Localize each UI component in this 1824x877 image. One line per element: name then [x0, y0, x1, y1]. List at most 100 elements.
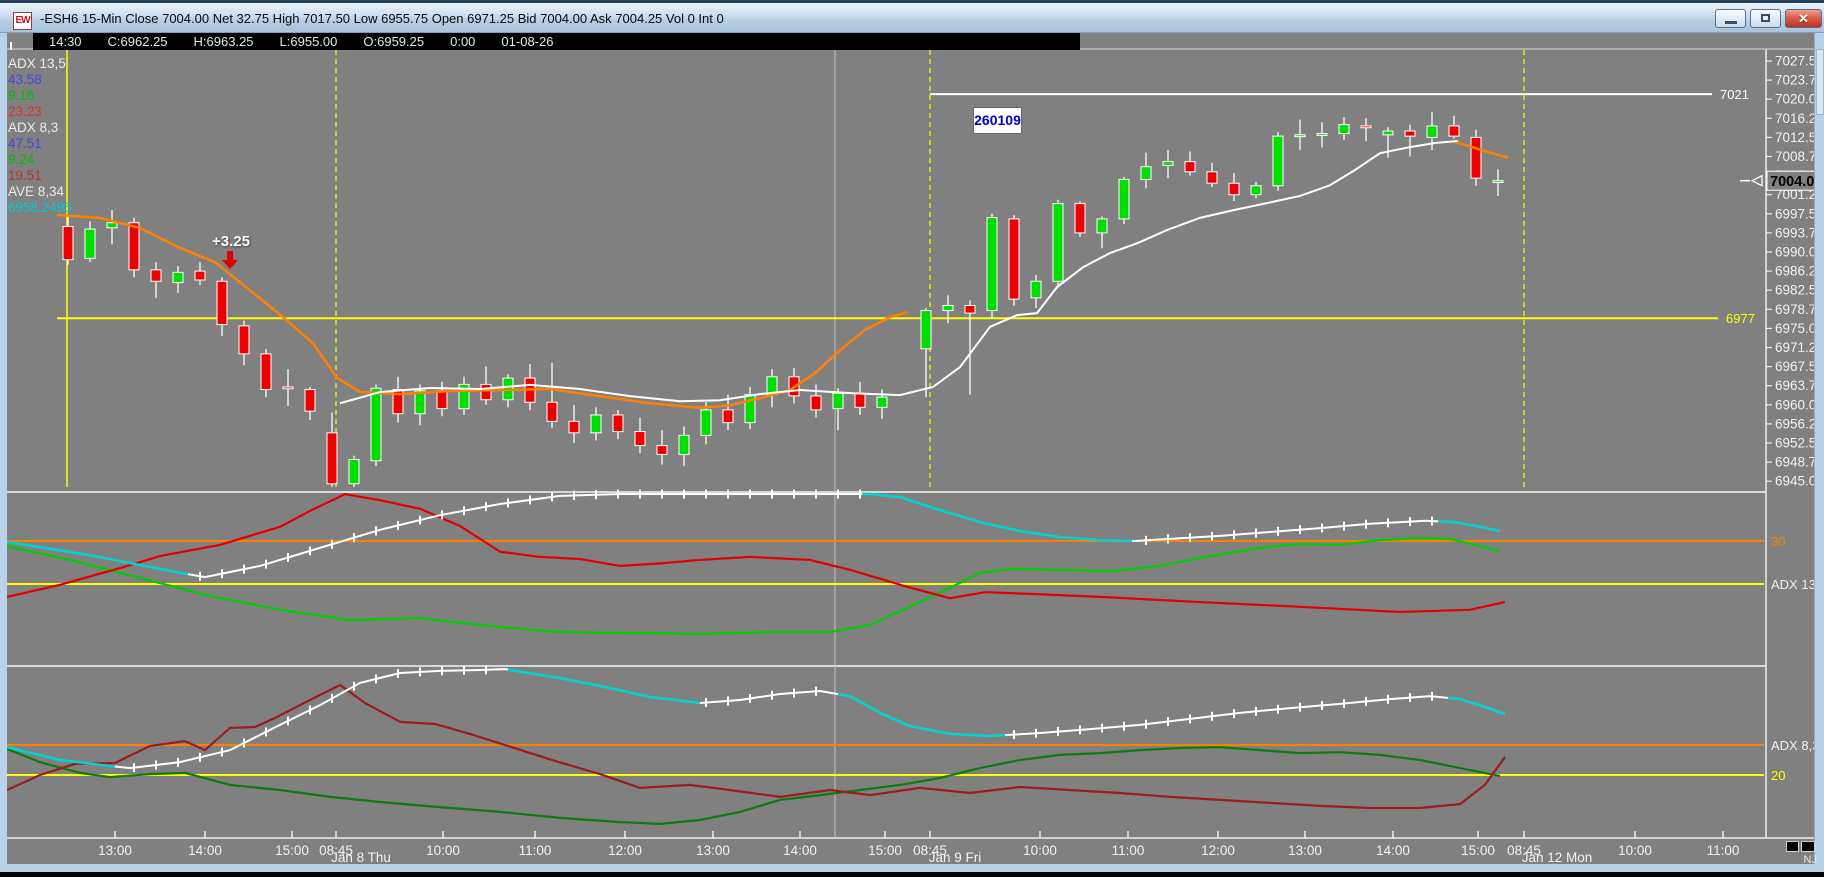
svg-text:7004.00: 7004.00 [1770, 174, 1822, 190]
svg-text:12:00: 12:00 [1201, 843, 1235, 858]
svg-text:13:00: 13:00 [1288, 843, 1322, 858]
close-button[interactable] [1785, 9, 1822, 28]
legend-line: 19.51 [8, 168, 42, 183]
svg-text:6967.50: 6967.50 [1775, 359, 1824, 374]
window-frame-left [0, 33, 7, 872]
status-square-1[interactable] [1786, 841, 1799, 852]
svg-text:11:00: 11:00 [519, 843, 552, 858]
panel-adx-13-5: 30 ADX 13, [6, 489, 1819, 635]
down-arrow-icon [222, 251, 238, 269]
svg-text:7001.25: 7001.25 [1775, 187, 1824, 202]
candles [62, 111, 1504, 487]
price-levels: 7021 6977 [57, 87, 1755, 326]
window-frame-bottom [0, 864, 1824, 872]
svg-text:7020.00: 7020.00 [1775, 92, 1824, 107]
svg-text:7023.75: 7023.75 [1775, 73, 1824, 88]
status-square-2[interactable] [1801, 841, 1815, 852]
svg-text:13:00: 13:00 [98, 843, 132, 858]
info-high: H:6963.25 [193, 34, 254, 49]
svg-text:13:00: 13:00 [696, 843, 730, 858]
svg-text:6986.25: 6986.25 [1775, 264, 1824, 279]
svg-text:ADX 8,3: ADX 8,3 [1771, 738, 1819, 753]
svg-text:7008.75: 7008.75 [1775, 149, 1824, 164]
price-axis: 7027.50 7023.75 7020.00 7016.25 7012.50 7008.… [1740, 54, 1824, 489]
panel-adx-8-3: ADX 8,3 20 [6, 665, 1819, 826]
svg-text:10:00: 10:00 [1023, 843, 1057, 858]
restore-icon [1761, 14, 1770, 22]
app-icon: EW [13, 12, 32, 30]
svg-text:10:00: 10:00 [426, 843, 460, 858]
svg-text:6971.25: 6971.25 [1775, 340, 1824, 355]
svg-text:20: 20 [1771, 768, 1785, 783]
window-title: -ESH6 15-Min Close 7004.00 Net 32.75 Hig… [40, 11, 724, 26]
tool-values-bar: 14:30 C:6962.25 H:6963.25 L:6955.00 O:69… [33, 33, 1080, 50]
close-icon [1786, 10, 1821, 27]
svg-text:08:45: 08:45 [1507, 843, 1541, 858]
svg-text:6960.00: 6960.00 [1775, 397, 1824, 412]
svg-text:7012.50: 7012.50 [1775, 130, 1824, 145]
minimize-button[interactable] [1715, 9, 1746, 28]
legend-line: 9.24 [8, 152, 35, 167]
studies-legend: ADX 13,5 43.58 9.16 23.23 ADX 8,3 47.51 9.24 19… [8, 56, 72, 216]
svg-text:08:45: 08:45 [913, 843, 947, 858]
info-time: 14:30 [49, 34, 82, 49]
reference-number-box[interactable]: 260109 [973, 107, 1022, 134]
svg-text:6990.00: 6990.00 [1775, 244, 1824, 259]
legend-line: 23.23 [8, 104, 42, 119]
svg-text:08:45: 08:45 [319, 843, 353, 858]
time-axis: 13:00 14:00 15:00 08:45 10:00 11:00 12:00 13:00… [98, 831, 1739, 865]
info-volume: 0:00 [450, 34, 476, 49]
svg-text:11:00: 11:00 [1707, 843, 1740, 858]
legend-line: 47.51 [8, 136, 42, 151]
chart-edge-tick [10, 42, 12, 50]
svg-text:6982.50: 6982.50 [1775, 283, 1824, 298]
desktop-strip [0, 872, 1824, 877]
title-bar[interactable]: EW -ESH6 15-Min Close 7004.00 Net 32.75 … [0, 0, 1824, 33]
move-annotation-label: +3.25 [212, 233, 250, 250]
svg-text:Jan 12 Mon: Jan 12 Mon [1522, 850, 1593, 865]
info-low: L:6955.00 [279, 34, 338, 49]
legend-line: 6958.2495 [8, 200, 72, 215]
minimize-icon [1725, 21, 1737, 24]
connection-status: NJ [1803, 854, 1817, 866]
session-lines [66, 50, 1525, 838]
svg-text:6993.75: 6993.75 [1775, 225, 1824, 240]
legend-line: AVE 8,34 [8, 184, 65, 199]
info-open: O:6959.25 [363, 34, 425, 49]
svg-text:14:00: 14:00 [1376, 843, 1410, 858]
svg-text:14:00: 14:00 [783, 843, 817, 858]
svg-text:6952.50: 6952.50 [1775, 435, 1824, 450]
info-close: C:6962.25 [107, 34, 168, 49]
svg-text:7027.50: 7027.50 [1775, 54, 1824, 69]
svg-text:6956.25: 6956.25 [1775, 416, 1824, 431]
scrollbar-thumb[interactable] [1816, 49, 1824, 115]
svg-text:7016.25: 7016.25 [1775, 111, 1824, 126]
svg-text:11:00: 11:00 [1112, 843, 1145, 858]
moving-averages [56, 139, 1509, 410]
svg-text:14:00: 14:00 [188, 843, 222, 858]
svg-text:6963.75: 6963.75 [1775, 378, 1824, 393]
svg-text:15:00: 15:00 [1461, 843, 1495, 858]
restore-button[interactable] [1750, 9, 1781, 28]
svg-text:6978.75: 6978.75 [1775, 302, 1824, 317]
svg-text:6975.00: 6975.00 [1775, 321, 1824, 336]
svg-text:ADX 13,: ADX 13, [1771, 577, 1819, 592]
svg-text:30: 30 [1771, 534, 1785, 549]
svg-text:10:00: 10:00 [1618, 843, 1652, 858]
svg-text:6997.50: 6997.50 [1775, 206, 1824, 221]
legend-line: ADX 8,3 [8, 120, 59, 135]
legend-line: 43.58 [8, 72, 42, 87]
svg-text:6977: 6977 [1726, 311, 1755, 326]
svg-text:6945.00: 6945.00 [1775, 474, 1824, 489]
svg-text:7021: 7021 [1720, 87, 1749, 102]
svg-text:6948.75: 6948.75 [1775, 455, 1824, 470]
svg-text:Jan 8 Thu: Jan 8 Thu [331, 850, 391, 865]
info-date: 01-08-26 [501, 34, 554, 49]
vertical-scrollbar[interactable] [1814, 33, 1824, 864]
svg-text:Jan 9 Fri: Jan 9 Fri [929, 850, 982, 865]
svg-text:15:00: 15:00 [275, 843, 309, 858]
legend-line: ADX 13,5 [8, 56, 66, 71]
svg-text:15:00: 15:00 [868, 843, 902, 858]
